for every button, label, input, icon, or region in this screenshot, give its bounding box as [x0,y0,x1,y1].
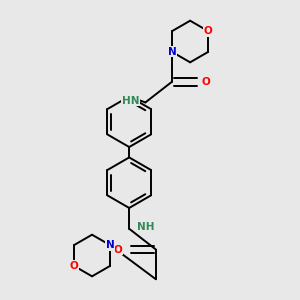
Text: O: O [201,76,210,87]
Text: O: O [204,26,212,36]
Text: HN: HN [122,96,140,106]
Text: O: O [70,261,78,271]
Text: N: N [106,240,114,250]
Text: NH: NH [136,222,154,232]
Text: O: O [114,244,123,255]
Text: N: N [168,47,176,57]
